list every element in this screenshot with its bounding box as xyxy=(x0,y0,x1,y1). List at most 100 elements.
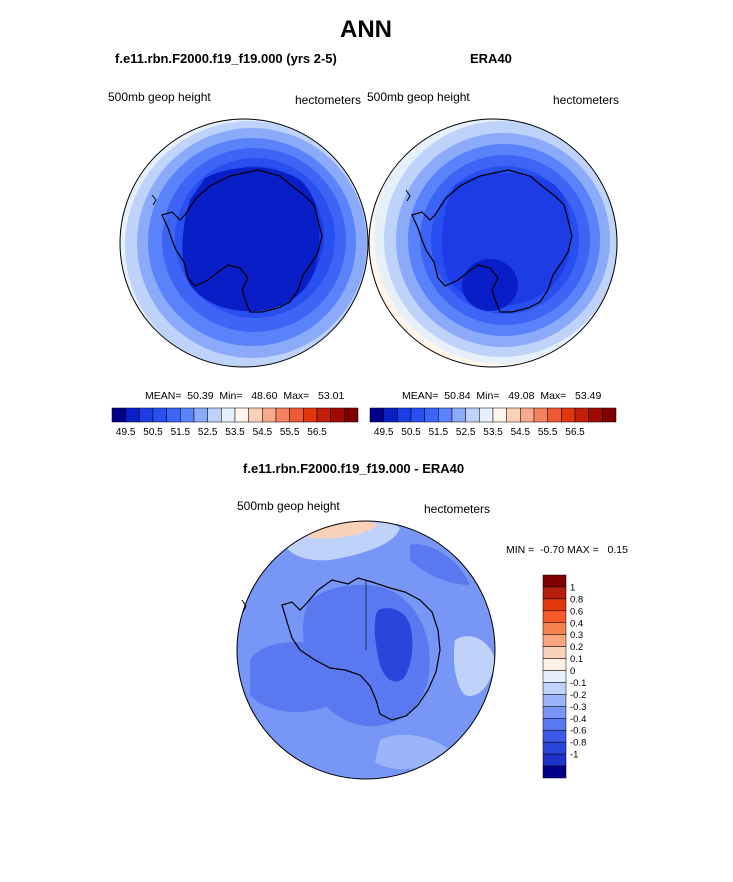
colorbar-swatch xyxy=(492,407,507,423)
colorbar-swatch xyxy=(542,706,567,719)
right-variable-label: 500mb geop height xyxy=(367,90,470,104)
right-plot-title: ERA40 xyxy=(470,51,512,66)
colorbar-swatch xyxy=(542,634,567,647)
left-stats: MEAN= 50.39 Min= 48.60 Max= 53.01 xyxy=(145,390,345,402)
colorbar-tick-label: -0.6 xyxy=(570,726,586,737)
right-map xyxy=(368,118,618,368)
right-antarctica-coast xyxy=(411,169,573,313)
colorbar-swatch xyxy=(397,407,412,423)
colorbar-tick-label: 49.5 xyxy=(374,427,394,438)
main-title: ANN xyxy=(340,16,392,43)
left-units-label: hectometers xyxy=(295,93,362,107)
colorbar-swatch xyxy=(506,407,521,423)
left-variable-label: 500mb geop height xyxy=(108,90,211,104)
colorbar-swatch xyxy=(542,741,567,755)
diff-colorbar: 10.80.60.40.30.20.10-0.1-0.2-0.3-0.4-0.6… xyxy=(542,574,586,779)
colorbar-swatch xyxy=(330,407,345,423)
colorbar-tick-label: 52.5 xyxy=(456,427,476,438)
colorbar-swatch xyxy=(234,407,249,423)
colorbar-swatch xyxy=(542,682,567,695)
colorbar-swatch xyxy=(465,407,480,423)
colorbar-swatch xyxy=(542,610,567,624)
colorbar-tick-label: 50.5 xyxy=(401,427,421,438)
colorbar-tick-label: -0.8 xyxy=(570,738,586,749)
colorbar-swatch xyxy=(542,622,567,635)
right-colorbar: 49.5 50.5 51.5 52.5 53.5 54.5 55.5 56.5 xyxy=(369,407,617,438)
colorbar-swatch xyxy=(547,407,562,423)
colorbar-tick-label: 51.5 xyxy=(429,427,449,438)
colorbar-swatch xyxy=(193,407,208,423)
colorbar-swatch xyxy=(542,718,567,731)
diff-stats: MIN = -0.70 MAX = 0.15 xyxy=(506,544,628,556)
colorbar-swatch xyxy=(125,407,140,423)
colorbar-tick-label: -0.2 xyxy=(570,690,586,701)
colorbar-swatch xyxy=(262,407,277,423)
colorbar-swatch xyxy=(316,407,331,423)
colorbar-swatch xyxy=(303,407,318,423)
colorbar-tick-label: 56.5 xyxy=(307,427,327,438)
colorbar-swatch xyxy=(542,765,567,779)
colorbar-tick-label: 1 xyxy=(570,582,575,593)
colorbar-swatch xyxy=(275,407,290,423)
colorbar-swatch xyxy=(542,574,567,588)
colorbar-tick-label: -0.1 xyxy=(570,678,586,689)
colorbar-swatch xyxy=(383,407,398,423)
colorbar-swatch xyxy=(166,407,181,423)
colorbar-swatch xyxy=(542,646,567,659)
colorbar-tick-label: 53.5 xyxy=(225,427,245,438)
colorbar-swatch xyxy=(561,407,576,423)
diff-plot-title: f.e11.rbn.F2000.f19_f19.000 - ERA40 xyxy=(243,461,465,476)
colorbar-tick-label: 54.5 xyxy=(253,427,273,438)
colorbar-tick-label: 54.5 xyxy=(511,427,531,438)
colorbar-tick-label: 0.6 xyxy=(570,606,583,617)
colorbar-swatch xyxy=(542,586,567,600)
colorbar-swatch xyxy=(369,407,384,423)
colorbar-swatch xyxy=(248,407,263,423)
right-stats: MEAN= 50.84 Min= 49.08 Max= 53.49 xyxy=(402,390,602,402)
colorbar-swatch xyxy=(542,753,567,767)
colorbar-swatch xyxy=(451,407,466,423)
diff-variable-label: 500mb geop height xyxy=(237,499,340,513)
colorbar-swatch xyxy=(588,407,603,423)
colorbar-swatch xyxy=(410,407,425,423)
colorbar-swatch xyxy=(542,694,567,707)
colorbar-swatch xyxy=(207,407,222,423)
colorbar-swatch xyxy=(111,407,126,423)
colorbar-swatch xyxy=(289,407,304,423)
colorbar-tick-label: 0.8 xyxy=(570,594,583,605)
colorbar-tick-label: 0 xyxy=(570,666,575,677)
colorbar-swatch xyxy=(180,407,195,423)
colorbar-tick-label: -1 xyxy=(570,750,578,761)
diff-map xyxy=(236,520,496,780)
left-map xyxy=(119,118,369,368)
colorbar-swatch xyxy=(424,407,439,423)
colorbar-tick-label: 55.5 xyxy=(538,427,558,438)
left-plot-title: f.e11.rbn.F2000.f19_f19.000 (yrs 2-5) xyxy=(115,51,337,66)
colorbar-swatch xyxy=(542,670,567,683)
colorbar-tick-label: -0.4 xyxy=(570,714,586,725)
colorbar-swatch xyxy=(574,407,589,423)
colorbar-swatch xyxy=(344,407,359,423)
colorbar-tick-label: 0.4 xyxy=(570,618,583,629)
colorbar-swatch xyxy=(542,729,567,743)
colorbar-tick-label: 0.3 xyxy=(570,630,583,641)
colorbar-tick-label: 53.5 xyxy=(483,427,503,438)
colorbar-tick-label: 50.5 xyxy=(143,427,163,438)
colorbar-tick-label: 52.5 xyxy=(198,427,218,438)
right-units-label: hectometers xyxy=(553,93,620,107)
colorbar-tick-label: 56.5 xyxy=(565,427,585,438)
colorbar-swatch xyxy=(520,407,535,423)
left-antarctica-coast xyxy=(161,169,323,313)
colorbar-swatch xyxy=(139,407,154,423)
colorbar-tick-label: 51.5 xyxy=(171,427,191,438)
colorbar-tick-label: 55.5 xyxy=(280,427,300,438)
colorbar-swatch xyxy=(542,658,567,671)
diff-units-label: hectometers xyxy=(424,502,491,516)
left-colorbar: 49.5 50.5 51.5 52.5 53.5 54.5 55.5 56.5 xyxy=(111,407,359,438)
colorbar-swatch xyxy=(479,407,494,423)
colorbar-swatch xyxy=(438,407,453,423)
colorbar-tick-label: -0.3 xyxy=(570,702,586,713)
colorbar-tick-label: 0.1 xyxy=(570,654,583,665)
colorbar-swatch xyxy=(152,407,167,423)
